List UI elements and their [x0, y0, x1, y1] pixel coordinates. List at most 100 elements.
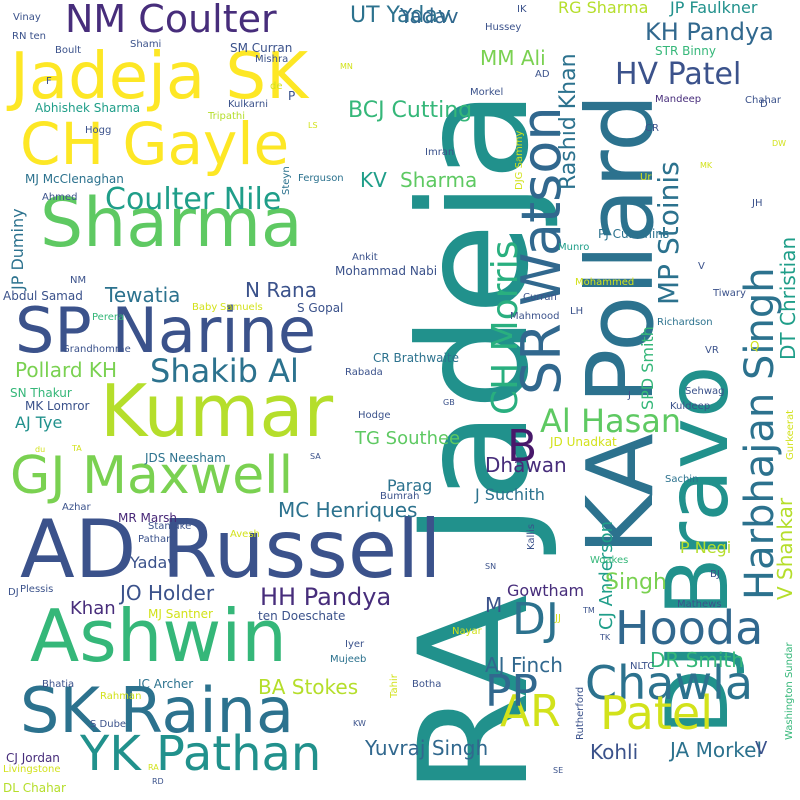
- word-133: Livingstone: [3, 764, 61, 775]
- word-172: J: [628, 390, 631, 401]
- word-127: Botha: [412, 679, 442, 690]
- word-25: Al Hasan: [540, 402, 682, 440]
- word-24: Shakib Al: [150, 352, 299, 390]
- word-71: SN Thakur: [10, 386, 72, 400]
- word-21: B: [507, 421, 538, 472]
- word-52: Yuvraj Singh: [365, 736, 489, 760]
- word-147: CR: [645, 123, 659, 134]
- word-92: Samuels: [220, 302, 263, 313]
- word-164: TA: [72, 444, 82, 453]
- word-149: MK: [700, 161, 713, 170]
- word-49: BA Stokes: [258, 675, 359, 699]
- word-48: Dhawan: [485, 453, 567, 477]
- word-67: V: [755, 738, 768, 759]
- word-42: Singh: [605, 570, 667, 595]
- word-53: Kohli: [590, 740, 639, 764]
- word-66: M: [485, 593, 503, 617]
- word-35: KH Pandya: [645, 18, 774, 46]
- word-14: YK Pathan: [80, 726, 322, 782]
- word-136: Vinay: [13, 12, 41, 23]
- word-141: Ahmed: [42, 192, 78, 203]
- word-105: Hodge: [358, 410, 391, 421]
- word-47: JO Holder: [120, 581, 215, 605]
- word-36: HH Pandya: [260, 583, 392, 611]
- word-20: DJ: [512, 594, 559, 645]
- word-43: MM Ali: [480, 46, 546, 70]
- word-131: Rahman: [100, 691, 142, 702]
- word-123: Iyer: [345, 639, 365, 650]
- word-37: Pollard KH: [15, 358, 118, 382]
- word-110: Kallis: [526, 523, 537, 550]
- word-82: Abdul Samad: [3, 289, 83, 303]
- word-150: DW: [772, 139, 787, 148]
- word-90: S Gopal: [297, 301, 344, 315]
- word-95: Mahmood: [510, 311, 560, 322]
- word-91: Baby: [192, 302, 218, 313]
- word-138: Boult: [55, 45, 82, 56]
- word-40: Tewatia: [105, 283, 181, 307]
- word-16: Hooda: [615, 601, 764, 655]
- word-30: DT Christian: [776, 236, 800, 360]
- word-38: UT Yadav: [350, 3, 451, 28]
- word-107: Avesh: [230, 529, 260, 540]
- word-60: Yadav: [130, 553, 177, 572]
- word-173: de: [270, 81, 283, 92]
- word-99: Tripathi: [208, 111, 246, 122]
- word-45: Sharma: [400, 168, 478, 192]
- word-22: NM Coulter: [65, 0, 277, 41]
- word-159: SN: [485, 562, 497, 571]
- word-174: Q: [750, 339, 760, 353]
- word-142: NM: [70, 275, 87, 286]
- word-108: Stanlake: [148, 521, 192, 532]
- word-19: PP: [485, 666, 539, 717]
- word-155: JJ: [555, 613, 561, 624]
- word-31: V Shankar: [773, 497, 797, 600]
- word-85: DL Chahar: [3, 781, 66, 795]
- word-26: Coulter Nile: [105, 182, 282, 217]
- word-135: Azhar: [62, 502, 91, 513]
- word-106: Bumrah: [380, 491, 420, 502]
- word-41: N Rana: [245, 278, 317, 302]
- word-122: DJG Sammy: [514, 130, 525, 190]
- word-119: Munro: [558, 242, 590, 253]
- word-55: TG Southee: [355, 428, 461, 449]
- word-170: D: [760, 99, 768, 110]
- word-153: BJ: [710, 569, 720, 580]
- word-23: CH Morris: [485, 240, 526, 415]
- word-76: PJ Cummins: [598, 227, 670, 241]
- word-98: Kulkarni: [228, 99, 268, 110]
- word-162: RA: [148, 763, 159, 772]
- word-50: DR Smith: [650, 648, 744, 672]
- word-11: GJ Maxwell: [10, 446, 294, 506]
- word-134: Plessis: [20, 584, 54, 595]
- word-8: SP Narine: [15, 294, 316, 367]
- word-88: Mohammed: [575, 277, 635, 288]
- word-65: P Negi: [680, 538, 732, 557]
- word-10: CH Gayle: [20, 110, 290, 178]
- word-112: Mathews: [677, 599, 722, 610]
- word-18: AR: [500, 686, 561, 737]
- word-62: Parag: [387, 476, 433, 495]
- word-113: Sachin: [665, 474, 699, 485]
- word-104: Rabada: [345, 367, 383, 378]
- word-103: Perera: [92, 312, 125, 323]
- word-78: STR Binny: [655, 44, 716, 58]
- word-161: SA: [310, 452, 321, 461]
- word-51: AJ Finch: [485, 653, 563, 677]
- word-17: Patel: [600, 686, 713, 740]
- word-27: HV Patel: [615, 57, 742, 92]
- word-7: Jadeja SK: [10, 40, 309, 114]
- word-29: Rashid Khan: [556, 53, 581, 190]
- word-33: SPD Smith: [638, 326, 657, 410]
- word-120: Ankit: [352, 252, 378, 263]
- word-86: JC Archer: [138, 677, 194, 691]
- word-84: CJ Jordan: [6, 751, 60, 765]
- word-58: AJ Tye: [15, 413, 63, 432]
- word-9: SK Raina: [20, 674, 294, 747]
- word-6: Sharma: [40, 184, 303, 263]
- word-39: BCJ Cutting: [348, 98, 473, 123]
- word-102: Grandhomme: [62, 344, 131, 355]
- word-81: ten Doeschate: [258, 609, 346, 623]
- word-70: Abhishek Sharma: [35, 101, 141, 115]
